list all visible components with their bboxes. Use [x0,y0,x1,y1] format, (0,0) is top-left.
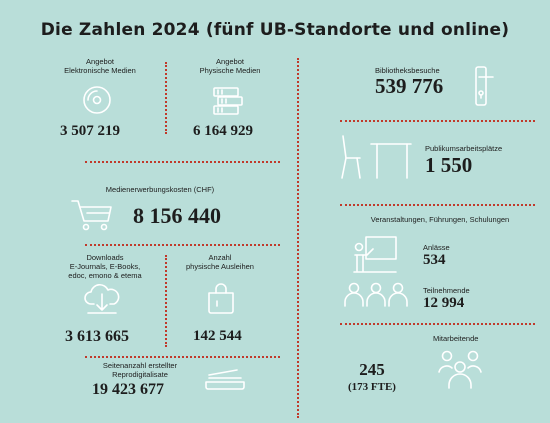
books-icon [213,87,243,115]
divider [85,244,280,246]
desk-icon [341,135,412,179]
audience-icon [344,282,408,307]
divider [340,204,535,206]
visits-label: Bibliotheksbesuche [375,66,440,75]
cloud-download-icon [84,284,120,314]
staff-label: Mitarbeitende [433,334,479,343]
electronic-media-label: Angebot Elektronische Medien [64,57,136,75]
people-icon [438,350,482,389]
acquisition-label: Medienerwerbungskosten (CHF) [105,185,215,194]
staff-fte: (173 FTE) [348,381,396,393]
disc-icon [83,86,111,114]
bag-icon [208,283,234,314]
divider [85,161,280,163]
page-title: Die Zahlen 2024 (fünf UB-Standorte und o… [40,20,510,40]
divider [85,356,280,358]
cart-icon [71,200,112,231]
loans-value: 142 544 [193,328,242,344]
divider [340,120,535,122]
main-divider [297,58,299,418]
pages-value: 19 423 677 [92,381,164,398]
sessions-value: 534 [423,252,446,268]
visits-value: 539 776 [375,74,444,98]
workplaces-value: 1 550 [425,153,473,177]
downloads-label: Downloads E-Journals, E-Books, edoc, emo… [68,253,142,280]
sessions-label: Anlässe [423,243,450,252]
participants-label: Teilnehmende [423,286,470,295]
events-label: Veranstaltungen, Führungen, Schulungen [370,215,510,224]
staff-value: 245 [359,360,385,379]
physical-media-label: Angebot Physische Medien [199,57,261,75]
divider [165,255,167,347]
divider [165,62,167,134]
electronic-media-value: 3 507 219 [60,123,120,139]
workplaces-label: Publikumsarbeitsplätze [425,144,503,153]
participants-value: 12 994 [423,295,465,311]
loans-label: Anzahl physische Ausleihen [186,253,254,271]
door-handle-icon [475,66,494,106]
scanner-icon [205,369,245,390]
physical-media-value: 6 164 929 [193,123,253,139]
downloads-value: 3 613 665 [65,328,129,345]
acquisition-value: 8 156 440 [133,203,221,228]
pages-label: Seitenanzahl erstellter Reprodigitalisat… [102,361,178,379]
divider [340,323,535,325]
presenter-icon [353,236,397,273]
